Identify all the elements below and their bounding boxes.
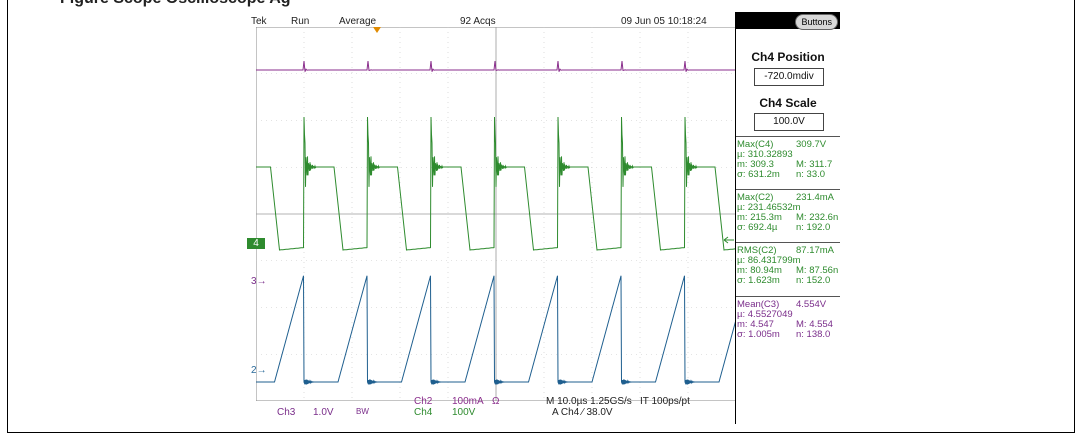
measurement-value: n: 152.0 [796,275,831,286]
clipped-window-title: Figure Scope Oscilloscope Ag [0,0,1084,12]
measurement-text: Max(C4) [737,139,774,150]
scale-title: Ch4 Scale [759,96,817,110]
measurement-row: µ: 231.46532m [736,203,840,213]
position-value-field[interactable]: -720.0mdiv [754,68,824,86]
ch3-name[interactable]: Ch3 [277,407,296,418]
oscilloscope-display: Tek Run Average 92 Acqs 09 Jun 05 10:18:… [247,12,838,424]
trigger-position-marker[interactable] [373,27,381,33]
measurement-text: m: 309.3 [737,159,774,170]
measurement-text: Max(C2) [737,192,774,203]
measurement-row: m: 309.3 M: 311.7 [736,160,840,170]
measurement-text: m: 4.547 [737,319,774,330]
measurement-row: σ: 1.005m n: 138.0 [736,330,840,340]
window-title-text: Figure Scope Oscilloscope Ag [60,0,291,8]
measurement-text: σ: 631.2m [737,169,780,180]
ch2-scale[interactable]: 100mA [452,396,484,407]
measurement-text: σ: 1.623m [737,275,780,286]
measurement-row: Max(C4) 309.7V [736,140,840,150]
side-menu-panel: Buttons Ch4 Position -720.0mdiv Ch4 Scal… [735,12,840,424]
measurement-block[interactable]: Max(C4) 309.7V µ: 310.32893 m: 309.3 M: 311.… [736,136,840,191]
ch2-ground-marker[interactable]: 2→ [251,365,267,376]
measurement-row: µ: 310.32893 [736,150,840,160]
ch4-ground-marker[interactable]: 4 [247,238,265,249]
measurement-value: 309.7V [796,139,827,150]
measurement-row: µ: 86.431799m [736,256,840,266]
ch3-waveform [256,60,736,72]
measurement-text: RMS(C2) [737,245,777,256]
run-state[interactable]: Run [291,16,310,27]
measurement-row: m: 215.3m M: 232.6n [736,213,840,223]
ch2-impedance: Ω [492,396,500,407]
measurement-value: 4.554V [796,299,827,310]
ch2-waveform [256,275,736,386]
measurement-row: Max(C2) 231.4mA [736,193,840,203]
measurement-value: n: 192.0 [796,222,831,233]
measurement-value: 87.17mA [796,245,835,256]
measurement-row: σ: 631.2m n: 33.0 [736,170,840,180]
measurement-value: 231.4mA [796,192,835,203]
measurement-block[interactable]: Max(C2) 231.4mA µ: 231.46532m m: 215.3m M: 2… [736,189,840,244]
record-resolution: IT 100ps/pt [640,396,690,407]
datetime: 09 Jun 05 10:18:24 [621,16,707,27]
measurement-text: µ: 231.46532m [737,202,801,213]
measurement-value: M: 311.7 [796,159,833,170]
measurement-row: m: 4.547 M: 4.554 [736,320,840,330]
measurement-text: m: 80.94m [737,265,782,276]
ch3-ground-marker[interactable]: 3→ [251,276,267,287]
measurement-row: σ: 1.623m n: 152.0 [736,276,840,286]
measurement-text: m: 215.3m [737,212,782,223]
measurement-text: µ: 310.32893 [737,149,793,160]
ch4-scale[interactable]: 100V [452,407,476,418]
acquisition-mode[interactable]: Average [339,16,377,27]
figure-frame [7,0,1075,433]
measurement-block[interactable]: Mean(C3) 4.554V µ: 4.5527049 m: 4.547 M: 4.5… [736,296,840,351]
measurement-value: M: 4.554 [796,319,833,330]
measurement-row: m: 80.94m M: 87.56n [736,266,840,276]
measurement-row: σ: 692.4µ n: 192.0 [736,223,840,233]
measurement-value: M: 232.6n [796,212,839,223]
measurement-text: µ: 4.5527049 [737,309,793,320]
ch3-marker-label: 3 [251,276,257,287]
measurement-row: Mean(C3) 4.554V [736,300,840,310]
ch4-waveform [256,116,736,251]
measurement-value: n: 138.0 [796,329,831,340]
bandwidth-limit-badge: BW [356,407,369,416]
waveform-graticule [256,27,736,401]
measurement-row: µ: 4.5527049 [736,310,840,320]
brand-label: Tek [251,16,267,27]
position-title: Ch4 Position [751,50,825,64]
measurement-value: M: 87.56n [796,265,839,276]
side-menu-header: Buttons [736,12,840,30]
measurement-block[interactable]: RMS(C2) 87.17mA µ: 86.431799m m: 80.94m M: 8… [736,242,840,297]
ch3-scale[interactable]: 1.0V [313,407,334,418]
ch2-marker-label: 2 [251,365,257,376]
trigger-settings[interactable]: A Ch4 ⁄ 38.0V [552,407,613,418]
scale-value-field[interactable]: 100.0V [754,113,824,131]
measurement-text: σ: 1.005m [737,329,780,340]
measurement-text: µ: 86.431799m [737,255,801,266]
measurement-text: Mean(C3) [737,299,780,310]
measurement-text: σ: 692.4µ [737,222,778,233]
ch4-name[interactable]: Ch4 [414,407,433,418]
measurement-row: RMS(C2) 87.17mA [736,246,840,256]
trigger-level-arrow[interactable] [723,236,734,244]
acquisition-count: 92 Acqs [460,16,496,27]
ch4-marker-label: 4 [253,238,259,249]
horizontal-settings[interactable]: M 10.0µs 1.25GS/s [546,396,632,407]
ch2-name[interactable]: Ch2 [414,396,433,407]
measurement-value: n: 33.0 [796,169,826,180]
buttons-button[interactable]: Buttons [795,14,838,30]
